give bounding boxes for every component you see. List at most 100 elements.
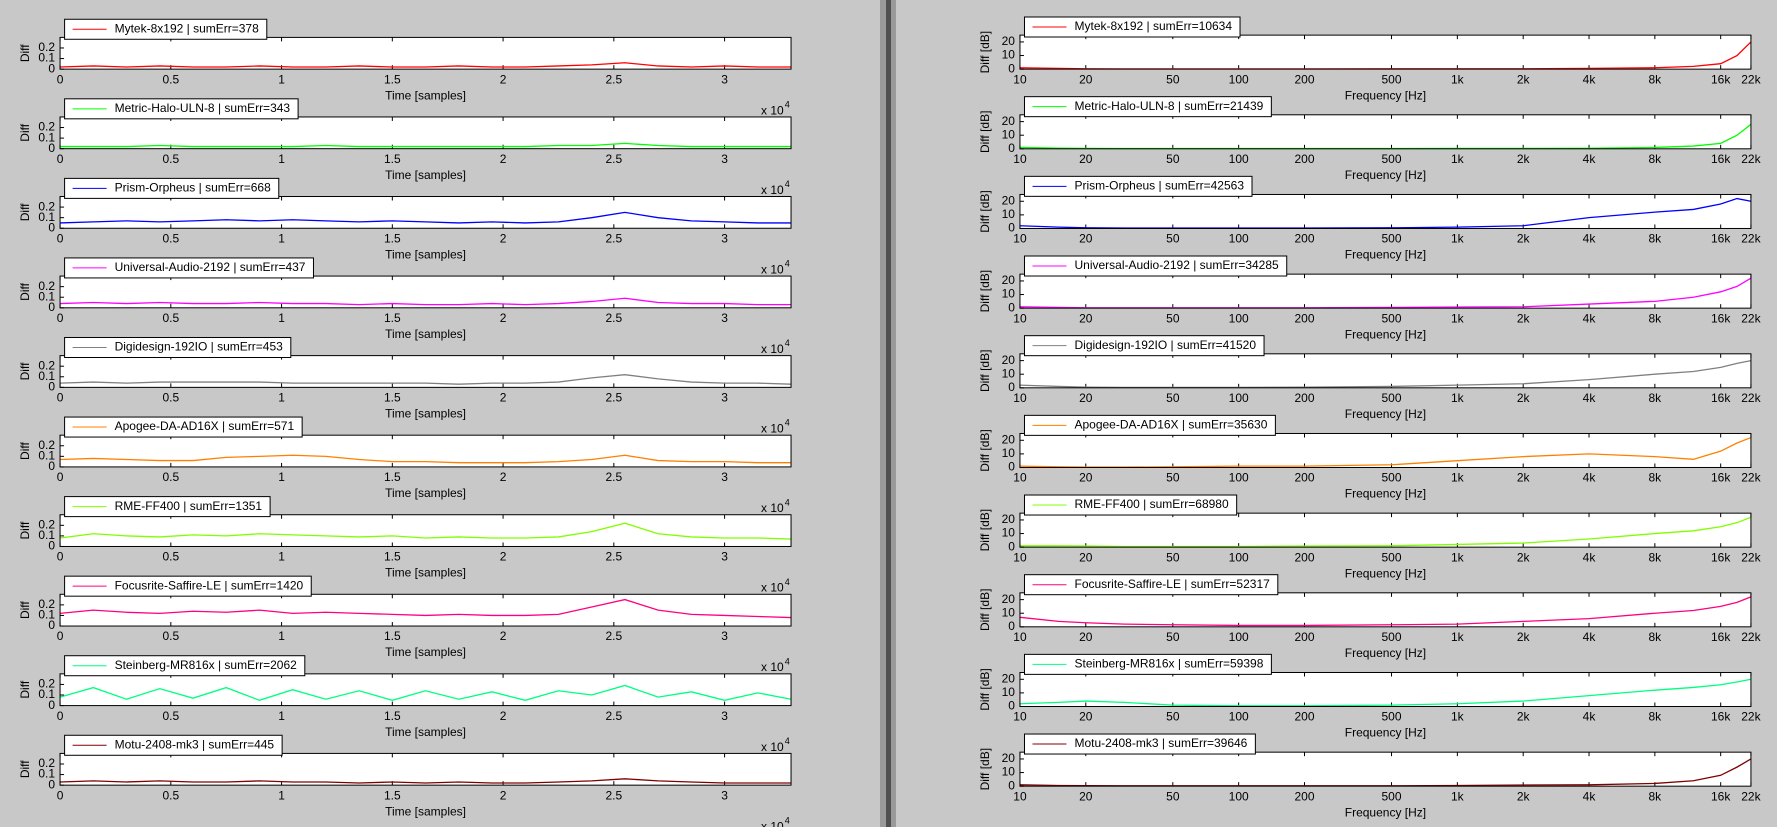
data-line <box>59 598 792 619</box>
x-tick-label: 100 <box>1229 152 1249 166</box>
x-tick-label: 22k <box>1741 471 1761 485</box>
x-tick-label: 8k <box>1649 471 1663 485</box>
y-axis-label: Diff <box>18 282 32 300</box>
x-tick-label: 2 <box>500 550 507 564</box>
y-tick-label: 0 <box>1008 539 1015 553</box>
x-tick-label: 4k <box>1583 471 1597 485</box>
y-axis-label: Diff [dB] <box>978 509 992 551</box>
x-tick-label: 200 <box>1294 72 1314 86</box>
axes-frame <box>1019 353 1752 389</box>
x-tick-label: 16k <box>1711 550 1731 564</box>
y-tick-label: 0.2 <box>38 199 55 213</box>
x-tick-label: 16k <box>1711 630 1731 644</box>
legend-label: Metric-Halo-ULN-8 | sumErr=21439 <box>1074 99 1263 113</box>
y-tick-label: 10 <box>1002 765 1016 779</box>
x-tick-label: 500 <box>1382 391 1402 405</box>
x-tick-label: 3 <box>721 629 728 643</box>
y-tick-label: 0 <box>1008 460 1015 474</box>
y-tick-label: 0 <box>48 618 55 632</box>
x-tick-label: 100 <box>1229 789 1249 803</box>
x-tick-label: 100 <box>1229 391 1249 405</box>
axes-frame <box>59 673 792 707</box>
x-tick-label: 0 <box>57 72 64 86</box>
axes-box <box>60 753 792 786</box>
x-tick-label: 500 <box>1382 550 1402 564</box>
x-tick-label: 20 <box>1079 710 1093 724</box>
x-axis-label: Time [samples] <box>385 725 466 739</box>
axes-frame <box>59 752 792 786</box>
x-tick-label: 50 <box>1166 311 1180 325</box>
x-tick-label: 100 <box>1229 311 1249 325</box>
x-tick-label: 20 <box>1079 232 1093 246</box>
axes-frame <box>1019 273 1752 309</box>
data-line <box>60 211 792 224</box>
legend-label: Apogee-DA-AD16X | sumErr=571 <box>115 419 295 433</box>
axes-frame <box>59 434 792 468</box>
x-tick-label: 1 <box>278 550 285 564</box>
legend-box <box>64 177 280 199</box>
x-tick-label: 500 <box>1382 72 1402 86</box>
x-tick-label: 1k <box>1451 630 1465 644</box>
legend-box <box>64 18 268 40</box>
axes-box <box>1019 274 1751 309</box>
x-tick-label: 0.5 <box>162 231 179 245</box>
x-tick-label: 0 <box>57 629 64 643</box>
x-axis-label: Frequency [Hz] <box>1345 566 1426 580</box>
y-axis-label: Diff <box>18 203 32 221</box>
x-exponent-power: 4 <box>785 179 790 189</box>
divider-edge <box>886 0 891 827</box>
y-tick-label: 0.2 <box>38 756 55 770</box>
x-tick-label: 500 <box>1382 789 1402 803</box>
y-tick-label: 0 <box>1008 619 1015 633</box>
y-tick-label: 0 <box>48 220 55 234</box>
x-exponent-base: x 10 <box>761 581 784 595</box>
data-line <box>60 374 792 385</box>
x-tick-label: 2 <box>500 788 507 802</box>
y-axis-label: Diff [dB] <box>978 429 992 471</box>
y-tick-label: 10 <box>1002 526 1016 540</box>
y-tick-label: 20 <box>1002 114 1016 128</box>
legend-box <box>64 734 283 756</box>
legend-box <box>1023 653 1272 675</box>
legend-box <box>64 416 303 438</box>
data-line <box>1019 197 1752 229</box>
y-tick-label: 0.1 <box>38 687 55 701</box>
x-tick-label: 50 <box>1166 72 1180 86</box>
axes-box <box>1019 114 1751 149</box>
y-axis-label: Diff [dB] <box>978 668 992 710</box>
legend-label: RME-FF400 | sumErr=1351 <box>115 499 263 513</box>
y-tick-label: 0.1 <box>38 130 55 144</box>
x-tick-label: 10 <box>1013 550 1027 564</box>
x-tick-label: 1 <box>278 470 285 484</box>
y-axis-label: Diff <box>18 362 32 380</box>
legend-label: Universal-Audio-2192 | sumErr=34285 <box>1074 258 1279 272</box>
y-tick-label: 10 <box>1002 685 1016 699</box>
axes-frame <box>1019 512 1752 548</box>
x-tick-label: 8k <box>1649 72 1663 86</box>
axes-frame <box>1019 671 1752 707</box>
x-tick-label: 2.5 <box>605 709 622 723</box>
x-tick-label: 1k <box>1451 232 1465 246</box>
x-tick-label: 0 <box>57 152 64 166</box>
x-tick-label: 500 <box>1382 152 1402 166</box>
x-tick-label: 1k <box>1451 471 1465 485</box>
y-tick-label: 0.2 <box>38 597 55 611</box>
x-tick-label: 2k <box>1517 232 1531 246</box>
x-tick-label: 22k <box>1741 710 1761 724</box>
x-tick-label: 4k <box>1583 710 1597 724</box>
x-tick-label: 1 <box>278 311 285 325</box>
x-tick-label: 2 <box>500 152 507 166</box>
x-axis-label: Frequency [Hz] <box>1345 646 1426 660</box>
legend-label: Focusrite-Saffire-LE | sumErr=52317 <box>1074 577 1270 591</box>
axes-box <box>1019 752 1751 787</box>
x-tick-label: 200 <box>1294 710 1314 724</box>
x-tick-label: 22k <box>1741 72 1761 86</box>
y-tick-label: 10 <box>1002 48 1016 62</box>
x-tick-label: 2k <box>1517 391 1531 405</box>
x-tick-label: 0 <box>57 311 64 325</box>
y-tick-label: 20 <box>1002 432 1016 446</box>
x-tick-label: 10 <box>1013 152 1027 166</box>
x-axis-label: Frequency [Hz] <box>1345 327 1426 341</box>
x-tick-label: 2 <box>500 231 507 245</box>
